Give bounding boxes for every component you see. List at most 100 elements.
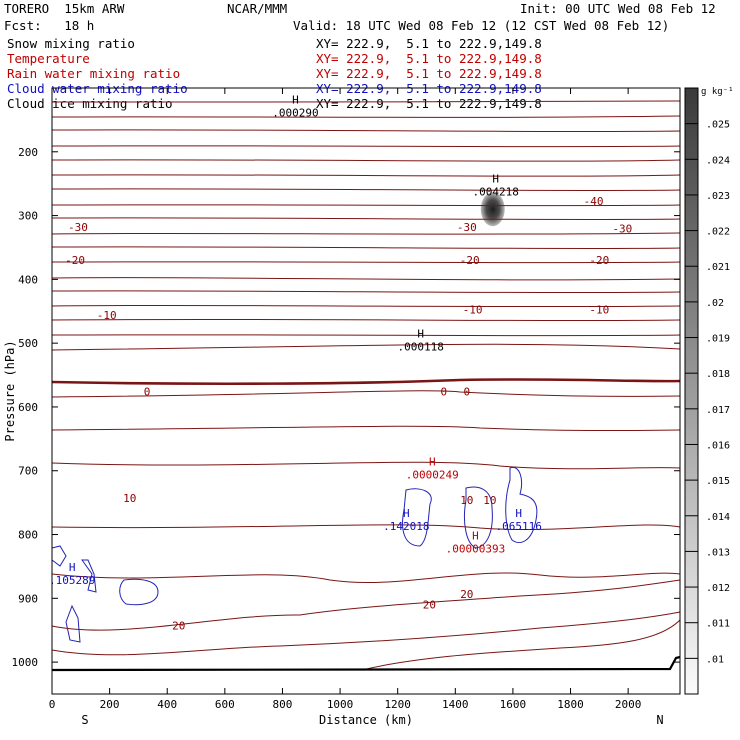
cloud-water-contour (505, 466, 538, 543)
x-tick-label: 1600 (500, 698, 527, 711)
x-tick-label: 1200 (384, 698, 411, 711)
legend-temperature-xy: XY= 222.9, 5.1 to 222.9,149.8 (316, 51, 542, 66)
colorbar-tick-label: .021 (706, 262, 730, 273)
x-tick-label: 400 (157, 698, 177, 711)
cloud-water-contour (51, 545, 67, 567)
temperature-label: 20 (172, 620, 185, 633)
colorbar-tick-label: .019 (706, 334, 730, 345)
maximum-marker-h: H (429, 455, 436, 468)
plot-frame (51, 87, 681, 695)
legend-cloud-ice-label: Cloud ice mixing ratio (7, 96, 173, 111)
colorbar-tick-label: .023 (706, 191, 730, 202)
x-tick-label: 1400 (442, 698, 469, 711)
maximum-marker-h: H (492, 173, 499, 186)
temperature-label: 0 (144, 386, 151, 399)
legend-snow-xy: XY= 222.9, 5.1 to 222.9,149.8 (316, 36, 542, 51)
x-tick-label: 2000 (615, 698, 642, 711)
temperature-label: -10 (97, 309, 117, 322)
y-tick-label: 700 (18, 465, 38, 478)
isotherm-line (51, 343, 681, 351)
legend-rain-label: Rain water mixing ratio (7, 66, 181, 81)
forecast-hour: Fcst: 18 h (4, 18, 95, 33)
temperature-label: -20 (589, 254, 609, 267)
temperature-label: 20 (423, 599, 436, 612)
colorbar-tick-label: .01 (706, 654, 724, 665)
isotherm-line (51, 425, 681, 432)
temperature-label: -20 (460, 254, 480, 267)
freezing-level-line (51, 378, 681, 386)
init-time: Init: 00 UTC Wed 08 Feb 12 (520, 1, 716, 16)
maximum-value-label: .142018 (383, 520, 429, 533)
colorbar-tick-label: .018 (706, 369, 730, 380)
maximum-value-label: .065116 (495, 520, 541, 533)
temperature-label: 20 (460, 588, 473, 601)
north-end-label: N (656, 713, 663, 727)
isotherm-line (51, 611, 681, 656)
y-tick-label: 800 (18, 529, 38, 542)
isotherm-line (51, 246, 681, 250)
colorbar-unit: g kg⁻¹ (701, 87, 734, 97)
temperature-label: -30 (457, 221, 477, 234)
isotherm-line (51, 579, 681, 631)
maximum-marker-h: H (403, 507, 410, 520)
colorbar-tick-label: .024 (706, 155, 730, 166)
x-tick-label: 200 (100, 698, 120, 711)
legend-cloud-ice-xy: XY= 222.9, 5.1 to 222.9,149.8 (316, 96, 542, 111)
isotherm-line (51, 159, 681, 162)
isotherm-line (51, 115, 681, 118)
isotherm-line (51, 204, 681, 207)
maximum-value-label: .004218 (472, 186, 518, 199)
isotherm-line (51, 461, 681, 470)
isotherm-line (361, 619, 681, 671)
cloud-water-contour (463, 486, 493, 549)
x-tick-label: 800 (273, 698, 293, 711)
colorbar-tick-label: .016 (706, 440, 730, 451)
maximum-value-label: .000290 (272, 107, 318, 120)
cloud-water-contour (81, 559, 97, 593)
valid-time: Valid: 18 UTC Wed 08 Feb 12 (12 CST Wed … (293, 18, 670, 33)
south-end-label: S (81, 713, 88, 727)
y-tick-label: 200 (18, 146, 38, 159)
colorbar-tick-label: .012 (706, 583, 730, 594)
x-tick-label: 1000 (327, 698, 354, 711)
snow-max-shading (480, 192, 505, 227)
maximum-marker-h: H (472, 529, 479, 542)
x-axis-title: Distance (km) (319, 713, 413, 727)
legend-temperature-label: Temperature (7, 51, 90, 66)
isotherm-line (51, 334, 681, 337)
maximum-marker-h: H (515, 507, 522, 520)
cloud-water-contour (65, 604, 81, 643)
maximum-marker-h: H (69, 561, 76, 574)
isotherm-line (51, 390, 681, 398)
maximum-value-label: .0000249 (406, 468, 459, 481)
y-tick-label: 300 (18, 210, 38, 223)
isotherm-line (51, 572, 681, 583)
isotherm-line (51, 174, 681, 177)
colorbar-tick-label: .014 (706, 512, 730, 523)
y-tick-label: 600 (18, 401, 38, 414)
temperature-label: -20 (65, 254, 85, 267)
isotherm-line (51, 100, 681, 103)
temperature-label: -10 (463, 303, 483, 316)
temperature-label: -40 (584, 195, 604, 208)
colorbar-tick-label: .025 (706, 120, 730, 131)
temperature-label: -30 (612, 222, 632, 235)
terrain-line (51, 655, 681, 672)
temperature-label: -30 (68, 221, 88, 234)
legend-rain-xy: XY= 222.9, 5.1 to 222.9,149.8 (316, 66, 542, 81)
temperature-label: 10 (460, 494, 473, 507)
isotherm-line (51, 232, 681, 235)
y-tick-label: 1000 (12, 656, 39, 669)
isotherm-line (51, 304, 681, 308)
isotherm-line (51, 217, 681, 221)
temperature-label: 0 (464, 386, 471, 399)
colorbar-tick-label: .02 (706, 298, 724, 309)
org-title: NCAR/MMM (227, 1, 288, 16)
colorbar-tick-label: .011 (706, 619, 730, 630)
colorbar-tick-label: .017 (706, 405, 730, 416)
maximum-value-label: .105289 (49, 574, 95, 587)
colorbar-tick-label: .013 (706, 547, 730, 558)
temperature-label: 10 (483, 494, 496, 507)
cloud-water-contour (119, 578, 159, 606)
